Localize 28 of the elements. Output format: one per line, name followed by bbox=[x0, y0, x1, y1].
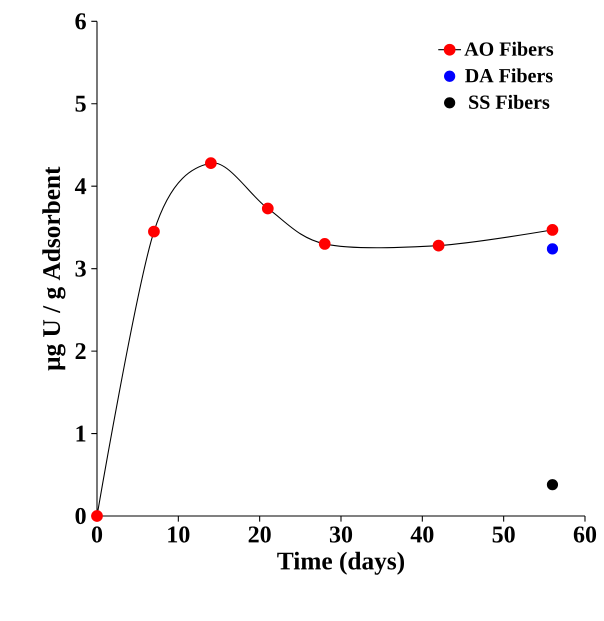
y-tick-label: 5 bbox=[76, 96, 86, 112]
point bbox=[546, 224, 558, 236]
x-tick-label: 30 bbox=[330, 526, 352, 543]
point bbox=[204, 157, 217, 170]
legend-label: SS Fibers bbox=[469, 94, 550, 109]
legend-label: AO Fibers bbox=[464, 42, 554, 56]
point bbox=[546, 243, 558, 254]
point bbox=[546, 479, 558, 490]
y-tick-label: 0 bbox=[76, 508, 86, 524]
y-tick-label: 1 bbox=[76, 426, 86, 442]
x-tick-label: 10 bbox=[168, 526, 190, 543]
legend-label: DA Fibers bbox=[465, 68, 553, 82]
point bbox=[432, 240, 444, 252]
point bbox=[91, 510, 103, 522]
x-tick-label: 0 bbox=[92, 526, 102, 543]
point bbox=[318, 238, 331, 250]
x-tick-label: 50 bbox=[492, 526, 515, 543]
y-axis-title: μg U / g Adsorbent bbox=[42, 166, 66, 371]
y-tick-label: 6 bbox=[75, 13, 86, 30]
point bbox=[148, 226, 160, 238]
x-tick-label: 40 bbox=[410, 526, 434, 543]
y-tick-label: 2 bbox=[76, 343, 86, 360]
x-tick-label: 20 bbox=[248, 526, 271, 543]
y-tick-label: 3 bbox=[75, 260, 86, 277]
x-tick-label: 60 bbox=[574, 526, 596, 543]
point bbox=[262, 202, 274, 214]
x-axis-title: Time (days) bbox=[277, 552, 404, 575]
y-tick-label: 4 bbox=[74, 178, 86, 194]
